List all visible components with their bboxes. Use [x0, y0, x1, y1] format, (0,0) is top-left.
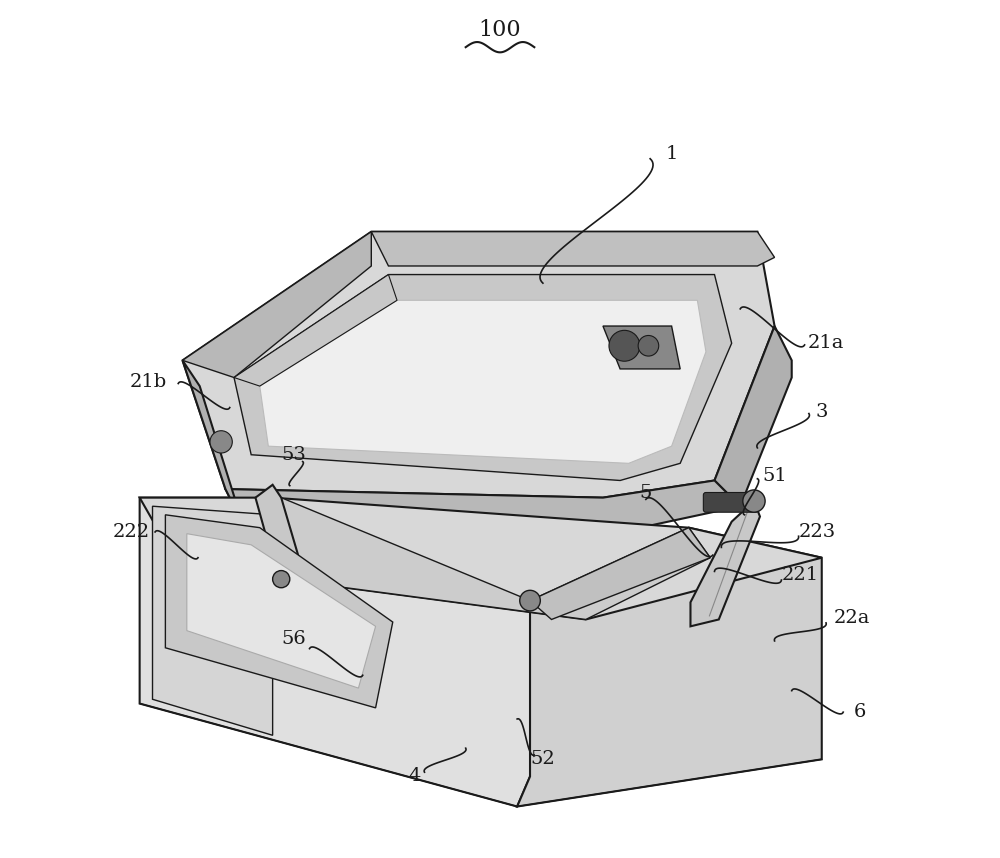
Polygon shape — [183, 232, 371, 378]
Text: 5: 5 — [640, 485, 652, 502]
Text: 3: 3 — [816, 403, 828, 420]
Circle shape — [520, 590, 540, 611]
Polygon shape — [603, 326, 680, 369]
Polygon shape — [234, 275, 732, 480]
Polygon shape — [153, 506, 273, 735]
Polygon shape — [530, 528, 710, 619]
Polygon shape — [225, 480, 740, 532]
Polygon shape — [260, 300, 706, 463]
Polygon shape — [165, 515, 393, 708]
Polygon shape — [517, 528, 822, 807]
Polygon shape — [255, 485, 303, 579]
Circle shape — [743, 490, 765, 512]
Text: 56: 56 — [282, 631, 306, 648]
Text: 223: 223 — [799, 523, 836, 541]
Text: 53: 53 — [282, 446, 307, 463]
Polygon shape — [234, 275, 397, 386]
Text: 51: 51 — [762, 468, 787, 485]
Circle shape — [638, 335, 659, 356]
Polygon shape — [183, 360, 243, 523]
Text: 6: 6 — [854, 704, 867, 721]
Polygon shape — [281, 498, 710, 619]
Polygon shape — [140, 498, 530, 807]
Text: 222: 222 — [112, 523, 150, 541]
Text: 52: 52 — [531, 751, 555, 768]
Polygon shape — [187, 534, 376, 688]
Polygon shape — [714, 326, 792, 506]
Polygon shape — [140, 498, 822, 619]
FancyBboxPatch shape — [703, 492, 758, 512]
Text: 1: 1 — [665, 146, 678, 163]
Text: 221: 221 — [782, 566, 819, 583]
Polygon shape — [690, 501, 760, 626]
Text: 22a: 22a — [834, 609, 870, 626]
Circle shape — [210, 431, 232, 453]
Polygon shape — [183, 232, 775, 498]
Text: 4: 4 — [408, 768, 420, 785]
Text: 21a: 21a — [808, 335, 844, 352]
Text: 100: 100 — [479, 19, 521, 41]
Circle shape — [273, 571, 290, 588]
Circle shape — [609, 330, 640, 361]
Text: 21b: 21b — [130, 373, 167, 390]
Polygon shape — [371, 232, 775, 266]
